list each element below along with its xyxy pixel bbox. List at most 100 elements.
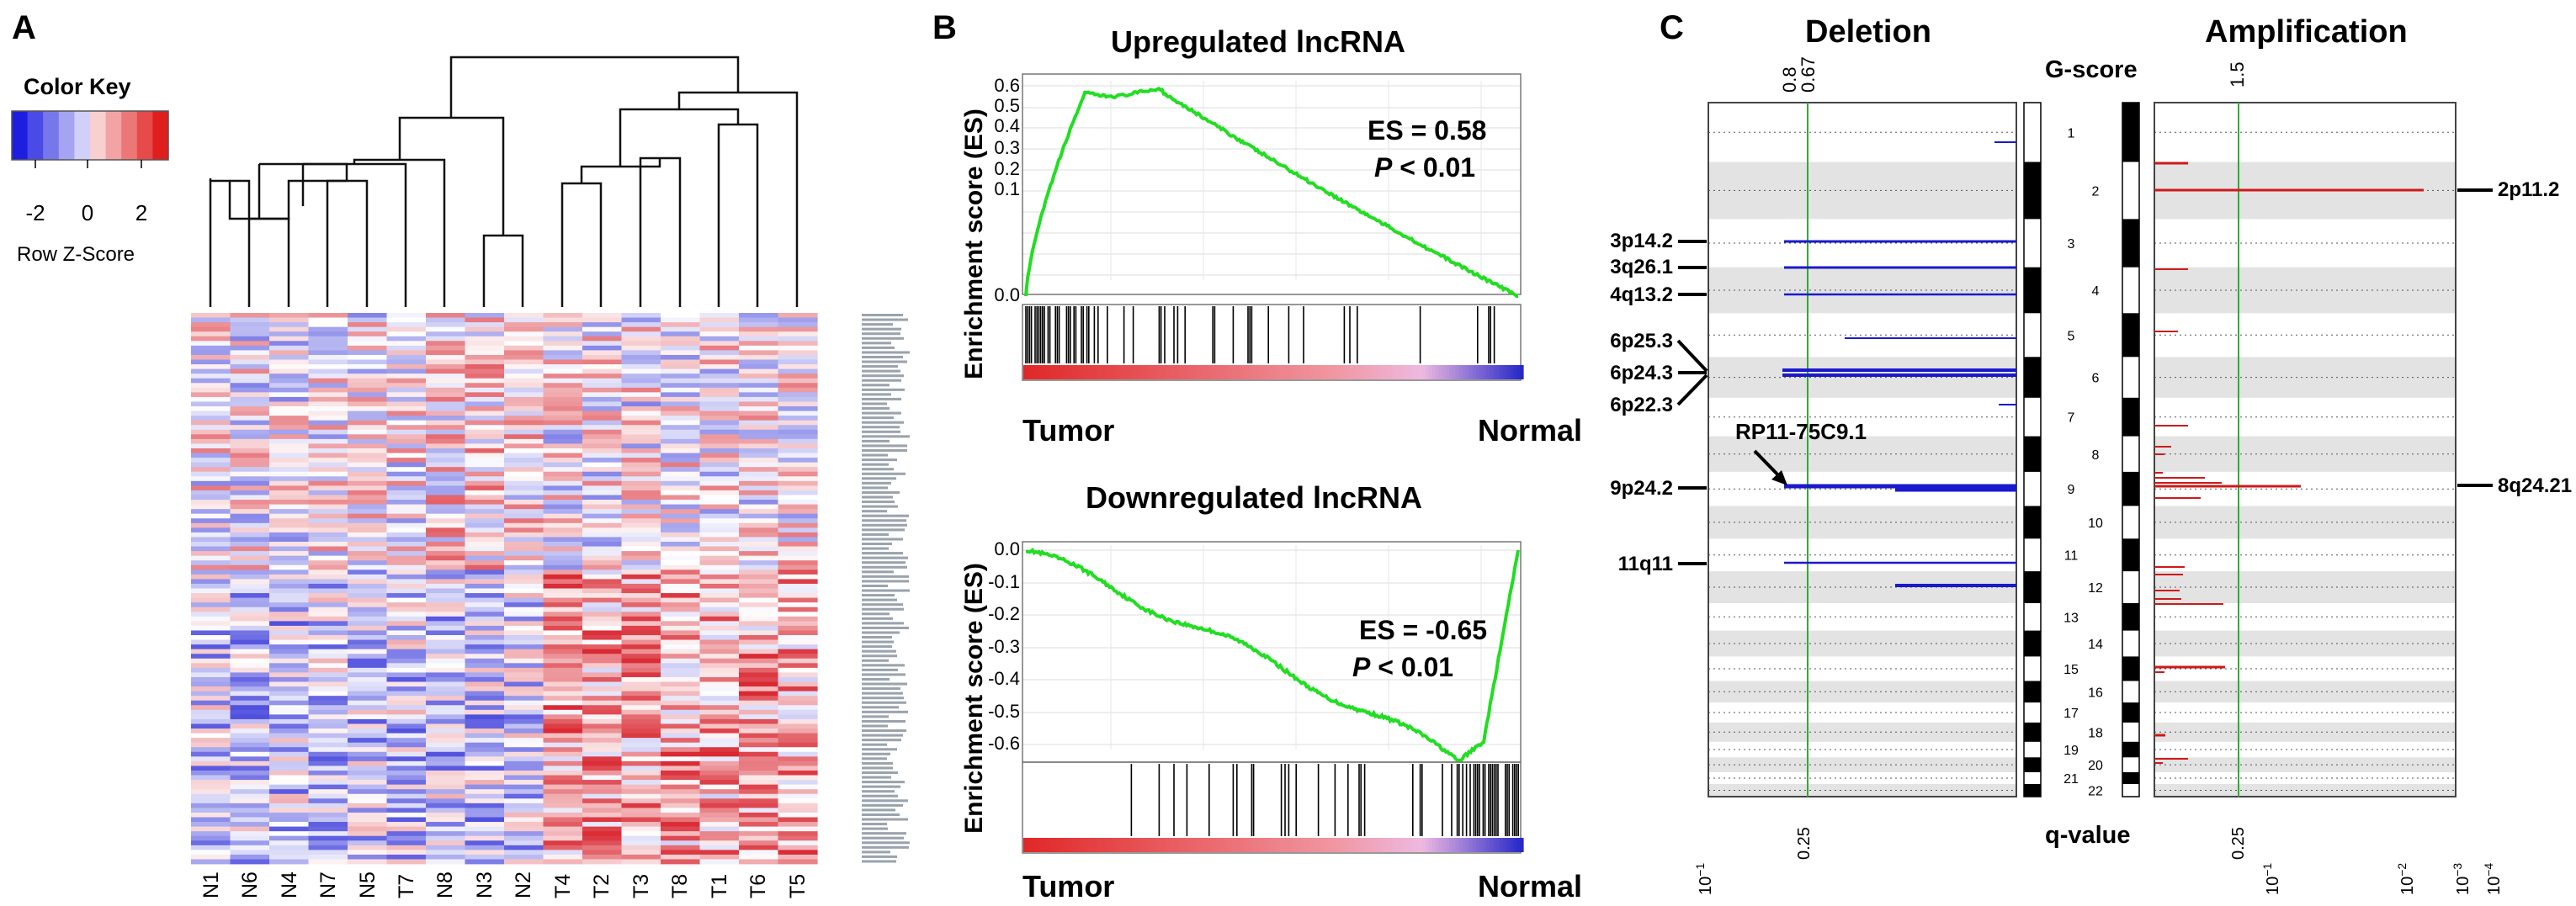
row-label-mark [862,481,891,485]
dendrogram-branch [639,156,682,307]
heatmap-cell [739,500,779,505]
heatmap-cell [426,513,466,519]
heatmap-cell [230,714,270,720]
heatmap-cell [230,579,270,585]
heatmap-cell [426,416,466,421]
heatmap-cell [308,476,348,482]
heatmap-cell [504,560,544,566]
heatmap-cell [778,326,818,332]
rank-segment [1418,838,1423,852]
rank-segment [1472,365,1477,379]
heatmap-cell [308,654,348,660]
heatmap-cell [465,448,505,453]
heatmap-cell [661,378,701,384]
heatmap-cell [582,522,623,528]
heatmap-cell [269,471,310,477]
deletion-peak-bar [1784,561,2016,564]
heatmap-cell [269,420,310,426]
heatmap-cell [191,364,231,370]
heatmap-cell [699,681,740,687]
heatmap-cell [661,374,701,379]
row-label-mark [862,598,897,601]
heatmap-cell [308,612,348,617]
q-base: 0.25 [1795,827,1814,860]
heatmap-cell [191,817,231,823]
row-label-mark [862,823,887,826]
heatmap-cell [348,364,388,370]
heatmap-cell [230,602,270,608]
row-label-mark [862,659,889,662]
heatmap-cell [269,691,310,697]
heatmap-cell [348,808,388,813]
heatmap-cell [621,630,661,636]
heatmap-cell [348,835,388,841]
rank-segment [1347,365,1352,379]
heatmap-cell [504,644,544,650]
heatmap-cell [269,546,310,552]
heatmap-cell [348,453,388,458]
heatmap-cell [269,490,310,495]
gsea-down-ytick: -0.5 [988,701,1020,722]
heatmap-cell [191,775,231,781]
heatmap-cell [191,742,231,748]
deletion-peak-bar [1999,404,2016,405]
heatmap-cell [699,808,740,813]
rank-segment [1510,365,1514,379]
heatmap-cell [465,471,505,477]
heatmap-cell [191,378,231,384]
q-exp: −1 [2260,863,2274,877]
heatmap-cell [543,480,583,486]
heatmap-cell [621,718,661,724]
heatmap-cell [621,616,661,622]
rank-segment [1192,838,1197,852]
heatmap-cell [504,579,544,585]
heatmap-cell [426,709,466,715]
heatmap-cell [582,635,623,640]
heatmap-cell [739,793,779,799]
rank-segment [1198,365,1203,379]
heatmap-cell [582,560,623,566]
heatmap-cell [582,341,623,347]
heatmap-cell [739,789,779,795]
heatmap-cell [269,676,310,682]
heatmap-cell [582,597,623,603]
heatmap-cell [426,551,466,557]
heatmap-cell [465,733,505,739]
rank-segment [1107,365,1112,379]
heatmap-cell [778,625,818,631]
rank-segment [1047,365,1051,379]
heatmap-cell [543,784,583,790]
rank-segment [1087,838,1091,852]
row-label-mark [862,677,890,681]
heatmap-cell [269,458,310,464]
heatmap-cell [426,644,466,650]
heatmap-cell [699,775,740,781]
heatmap-cell [308,644,348,650]
heatmap-cell [661,513,701,519]
heatmap-cell [191,359,231,365]
rank-segment [1357,838,1362,852]
heatmap-cell [778,700,818,706]
chromosome-number: 17 [2063,707,2079,721]
heatmap-cell [269,579,310,585]
heatmap-cell [699,500,740,505]
heatmap-cell [661,322,701,328]
heatmap-cell [191,467,231,473]
rank-segment [1435,838,1440,852]
gsea-down-rank-bar [1023,838,1524,852]
heatmap-cell [621,840,661,846]
heatmap-cell [465,588,505,594]
heatmap-cell [661,564,701,570]
heatmap-cell [230,322,270,328]
sample-label: N4 [278,872,301,898]
heatmap-cell [661,462,701,468]
heatmap-cell [426,635,466,640]
heatmap-cell [739,416,779,421]
heatmap-cell [778,341,818,347]
heatmap-cell [504,368,544,374]
heatmap-cell [191,597,231,603]
heatmap-cell [386,667,427,673]
heatmap-cell [582,654,623,660]
heatmap-cell [191,495,231,501]
heatmap-cell [739,616,779,622]
